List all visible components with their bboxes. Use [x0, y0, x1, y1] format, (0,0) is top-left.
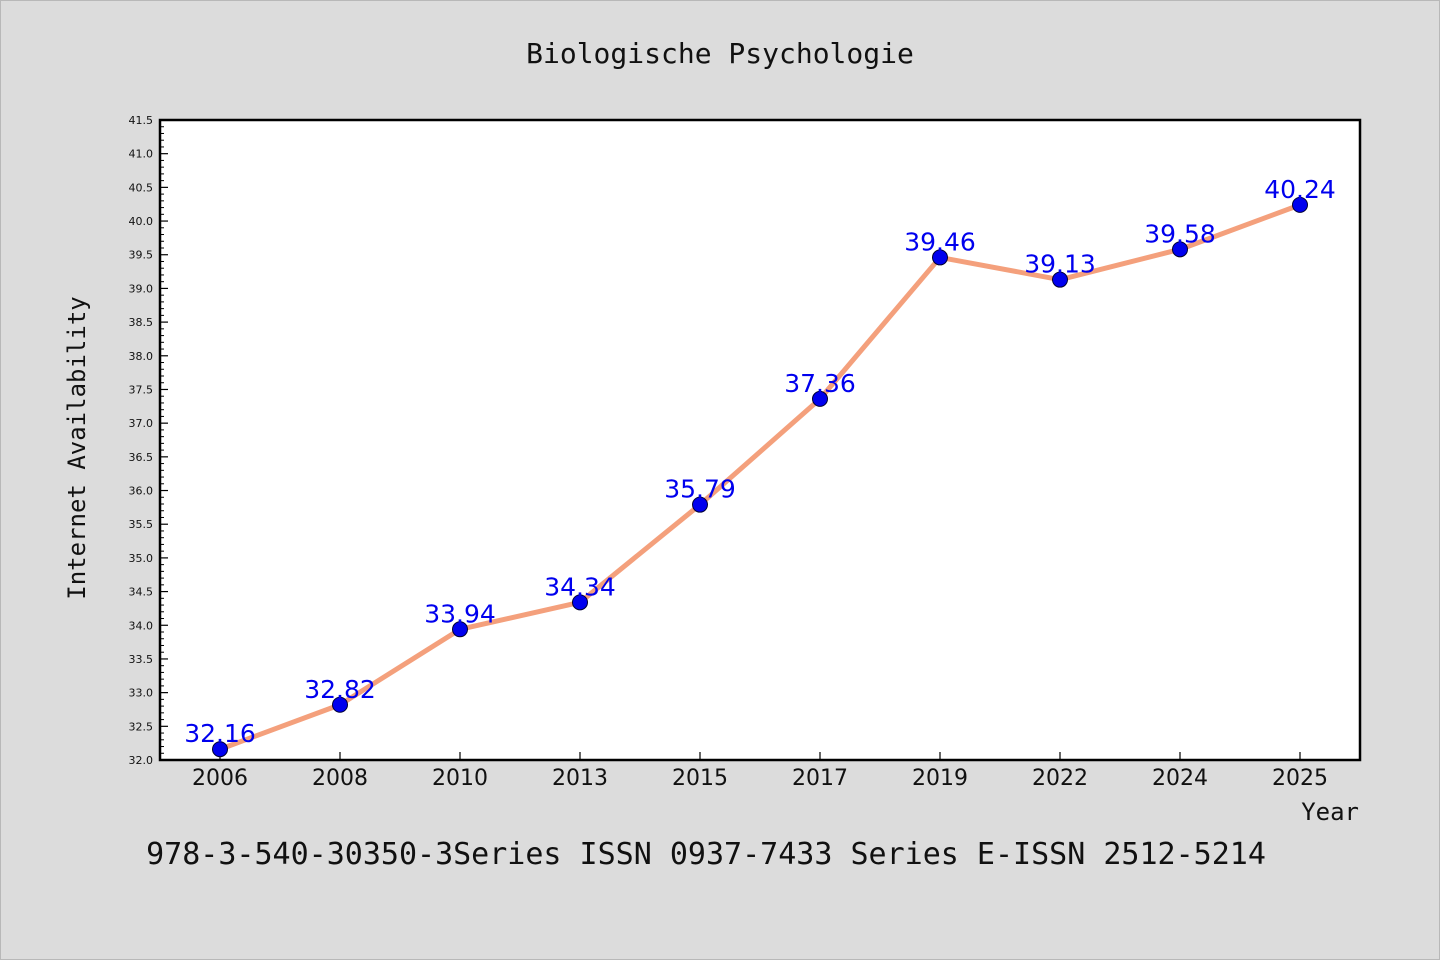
y-tick-label: 39.0	[129, 282, 154, 295]
data-label: 40.24	[1264, 175, 1336, 204]
data-point	[1172, 241, 1188, 258]
y-axis: 32.0 32.5 33.0 33.5 34.0 34.5 35.0 35.5 36.0 36.5…	[129, 114, 168, 767]
data-label: 34.34	[544, 572, 616, 601]
series-line	[217, 202, 1303, 752]
y-tick-label: 38.5	[129, 316, 154, 329]
y-tick-label: 33.0	[129, 687, 154, 700]
y-tick-label: 34.5	[129, 586, 154, 599]
x-tick-label: 2022	[1032, 766, 1088, 791]
data-label: 32.16	[184, 719, 256, 748]
y-tick-label: 37.5	[129, 383, 154, 396]
x-tick-label: 2017	[792, 766, 848, 791]
y-tick-label: 34.0	[129, 619, 154, 632]
data-label: 33.94	[424, 599, 496, 628]
y-tick-label: 36.5	[129, 451, 154, 464]
data-point	[332, 696, 348, 713]
data-label: 39.46	[904, 227, 976, 256]
x-tick-label: 2013	[552, 766, 608, 791]
y-tick-label: 38.0	[129, 350, 154, 363]
data-label: 37.36	[784, 369, 856, 398]
data-point	[572, 594, 588, 611]
y-tick-label: 32.0	[129, 754, 154, 767]
data-point	[1292, 196, 1308, 213]
y-tick-label: 37.0	[129, 417, 154, 430]
chart-title: Biologische Psychologie	[526, 37, 914, 70]
y-tick-label: 40.0	[129, 215, 154, 228]
data-labels: 32.16 32.82 33.94 34.34 35.79 37.36 39.46 39.13…	[184, 175, 1336, 748]
data-point	[932, 249, 948, 266]
data-label: 35.79	[664, 475, 736, 504]
y-axis-title: Internet Availability	[63, 296, 91, 599]
data-point	[212, 741, 228, 758]
x-tick-label: 2010	[432, 766, 488, 791]
data-point	[692, 496, 708, 513]
x-tick-label: 2015	[672, 766, 728, 791]
footer-text: 978-3-540-30350-3Series ISSN 0937-7433 S…	[146, 837, 1266, 872]
data-point	[812, 390, 828, 407]
y-tick-label: 41.5	[129, 114, 154, 127]
y-tick-label: 36.0	[129, 485, 154, 498]
y-tick-label: 32.5	[129, 720, 154, 733]
y-tick-label: 40.5	[129, 181, 154, 194]
plot-area	[158, 118, 1362, 762]
y-tick-label: 41.0	[129, 148, 154, 161]
x-tick-label: 2008	[312, 766, 368, 791]
data-label: 39.58	[1144, 219, 1216, 248]
x-tick-label: 2024	[1152, 766, 1208, 791]
x-axis: 2006 2008 2010 2013 2015 2017 2019 2022 2024 2025	[192, 752, 1328, 791]
y-tick-label: 35.5	[129, 518, 154, 531]
series-markers	[212, 196, 1308, 758]
y-tick-label: 35.0	[129, 552, 154, 565]
x-tick-label: 2006	[192, 766, 248, 791]
data-point	[452, 621, 468, 638]
x-tick-label: 2025	[1272, 766, 1328, 791]
y-tick-label: 33.5	[129, 653, 154, 666]
data-point	[1052, 271, 1068, 288]
y-tick-label: 39.5	[129, 249, 154, 262]
x-axis-title: Year	[1301, 798, 1359, 826]
data-label: 39.13	[1024, 250, 1096, 279]
data-label: 32.82	[304, 675, 376, 704]
x-tick-label: 2019	[912, 766, 968, 791]
